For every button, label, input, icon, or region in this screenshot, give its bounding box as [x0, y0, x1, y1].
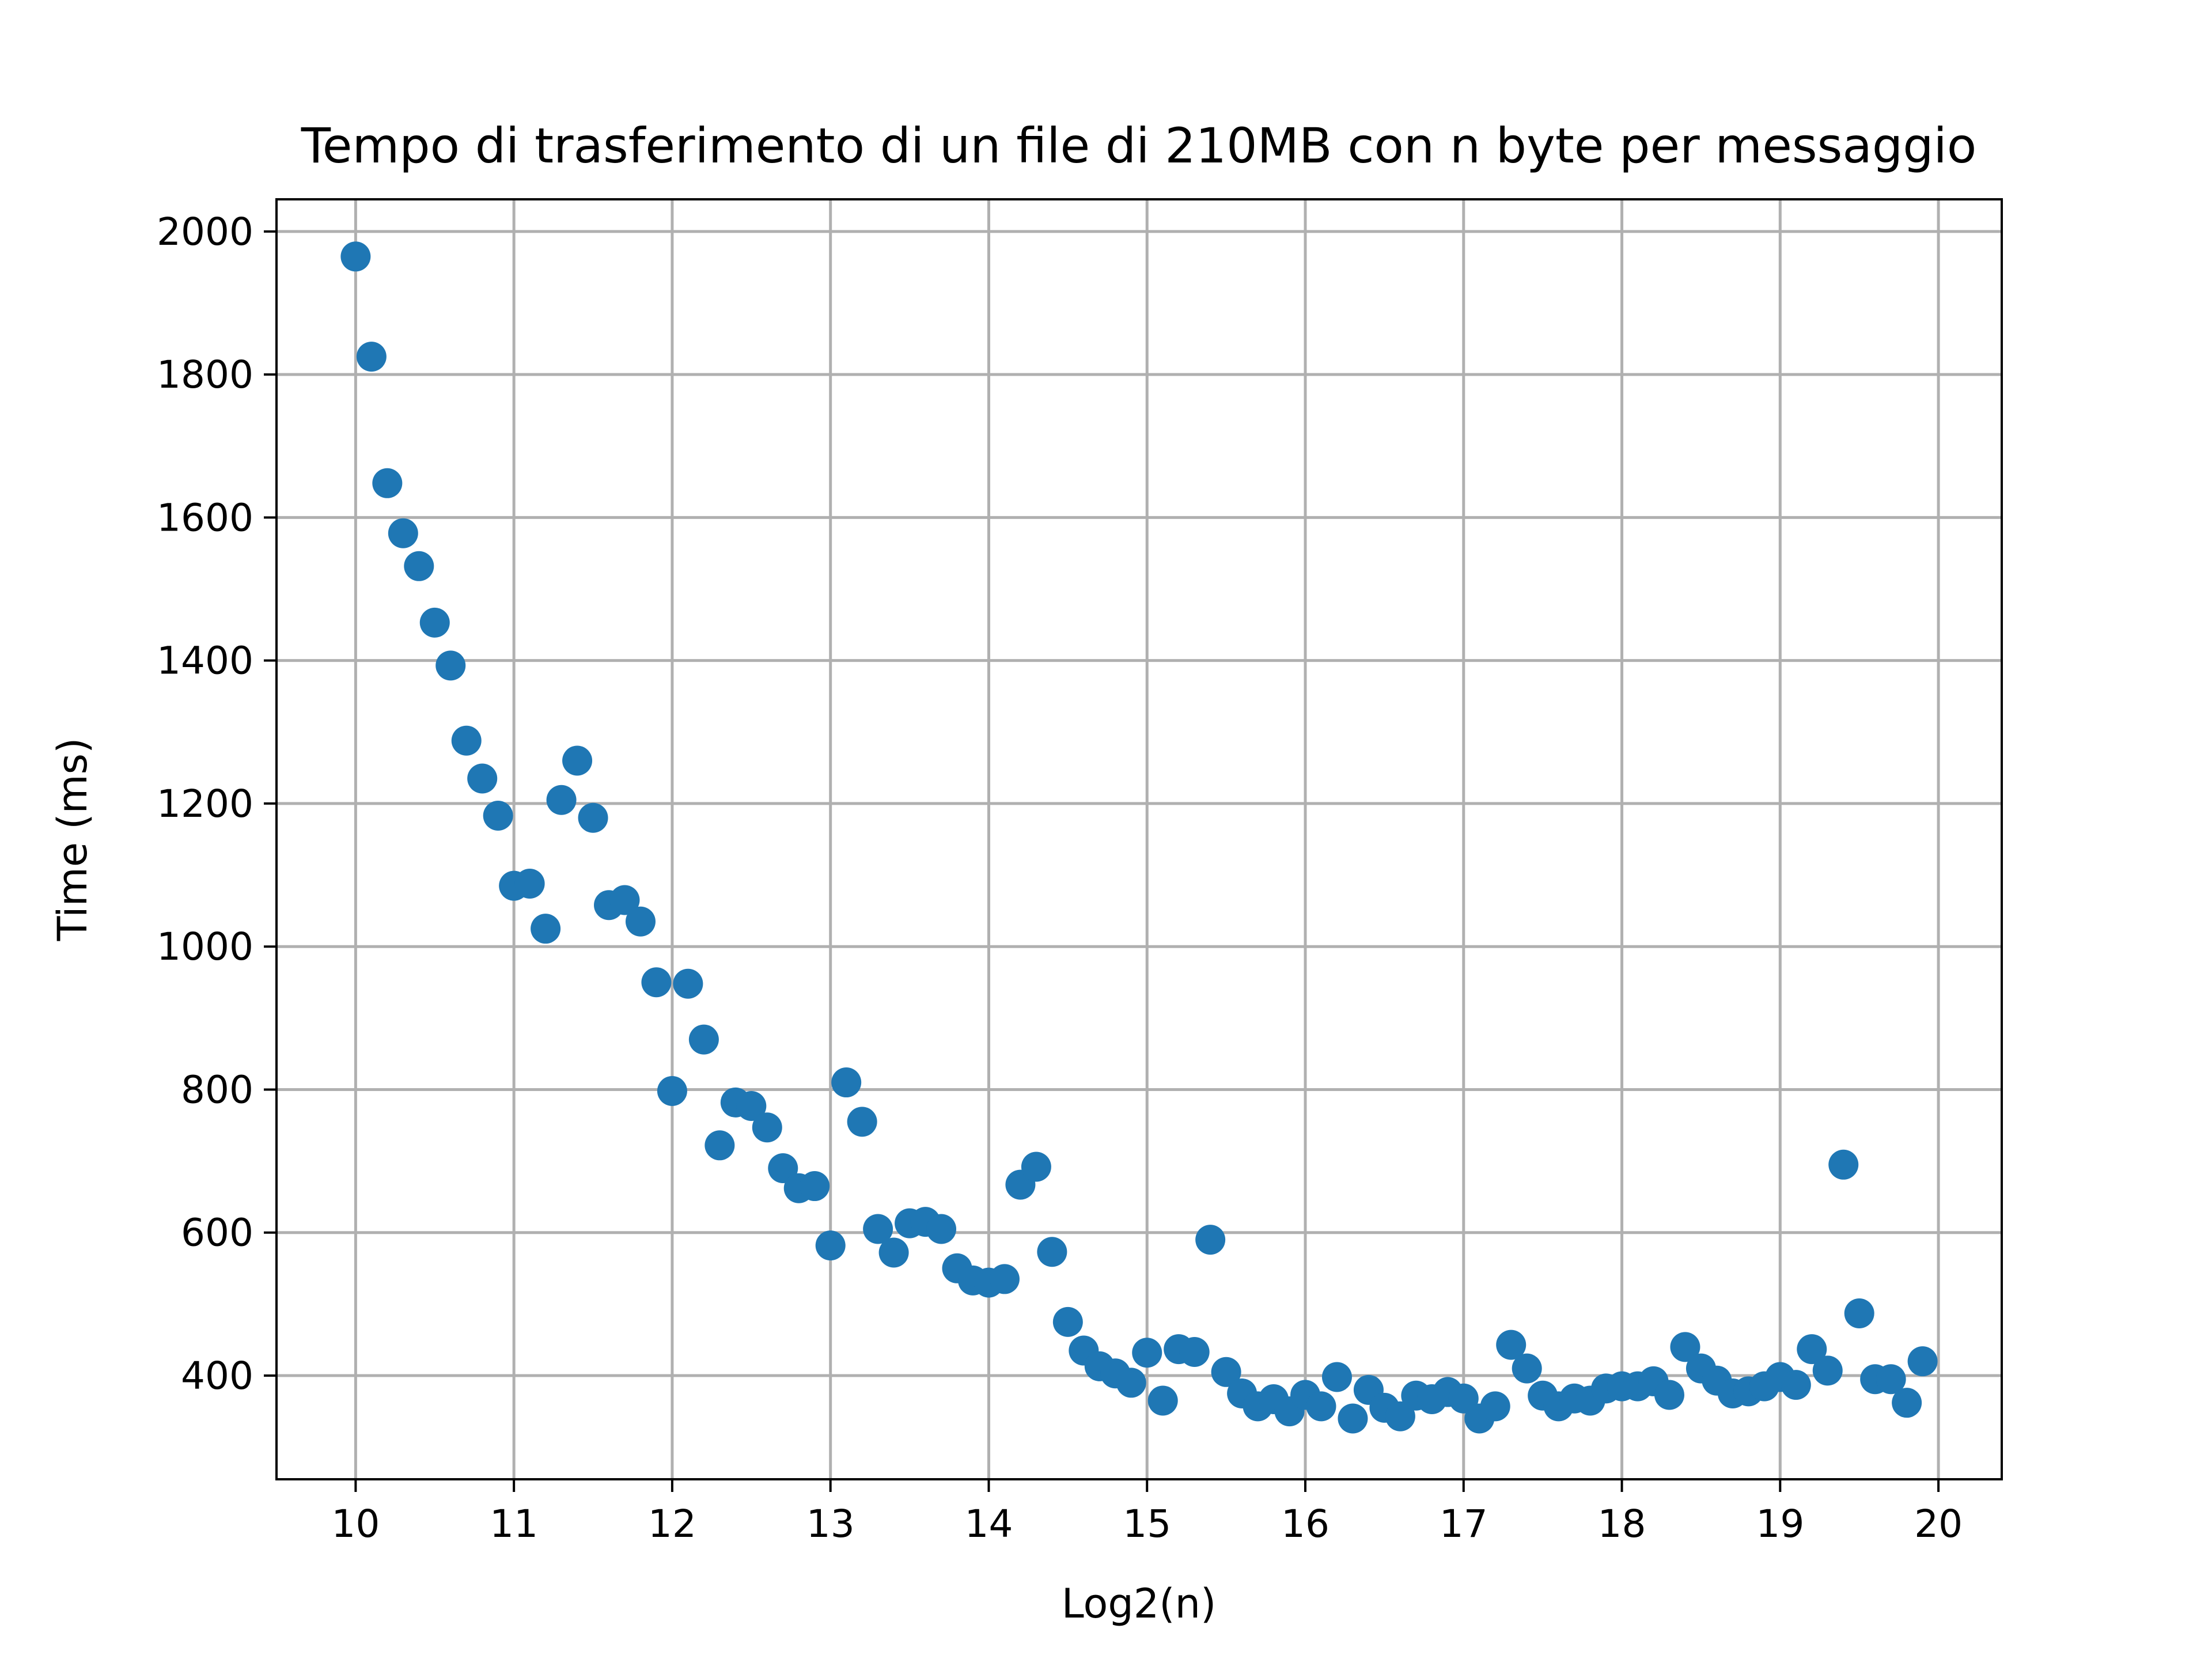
- data-point: [1812, 1355, 1843, 1386]
- y-tick-label: 1000: [157, 925, 253, 969]
- y-tick-label: 400: [181, 1354, 253, 1398]
- data-point: [1496, 1330, 1527, 1360]
- data-point: [704, 1130, 735, 1161]
- data-point: [1021, 1152, 1051, 1182]
- data-point: [546, 785, 577, 815]
- data-point: [467, 763, 498, 794]
- data-point: [1211, 1357, 1241, 1387]
- data-point: [1037, 1237, 1067, 1267]
- y-tick-label: 600: [181, 1211, 253, 1255]
- data-point: [1132, 1338, 1162, 1368]
- y-tick-label: 800: [181, 1067, 253, 1112]
- data-point: [736, 1091, 767, 1122]
- y-tick-label: 1800: [157, 353, 253, 397]
- data-point: [831, 1067, 862, 1098]
- x-tick-label: 17: [1440, 1502, 1488, 1546]
- data-point: [1385, 1401, 1415, 1431]
- chart-title: Tempo di trasferimento di un file di 210…: [301, 118, 1977, 174]
- data-point: [1052, 1306, 1083, 1337]
- data-point: [800, 1171, 830, 1202]
- y-axis-label: Time (ms): [49, 738, 96, 942]
- x-tick-label: 18: [1598, 1502, 1646, 1546]
- data-point: [1797, 1334, 1827, 1365]
- data-point: [1195, 1225, 1226, 1255]
- data-point: [1179, 1337, 1210, 1368]
- data-point: [1306, 1391, 1336, 1422]
- y-tick-label: 1600: [157, 495, 253, 540]
- data-point: [878, 1237, 909, 1268]
- data-point: [1338, 1403, 1368, 1434]
- x-tick-label: 13: [806, 1502, 855, 1546]
- data-point: [356, 342, 387, 372]
- data-point: [372, 468, 403, 498]
- data-point: [752, 1112, 782, 1143]
- data-point: [1828, 1149, 1859, 1180]
- data-point: [1670, 1332, 1700, 1362]
- data-point: [531, 914, 561, 944]
- x-tick-label: 10: [331, 1502, 380, 1546]
- data-point: [815, 1230, 846, 1261]
- data-point: [863, 1214, 893, 1244]
- data-point: [578, 802, 608, 833]
- data-point: [657, 1075, 687, 1106]
- data-point: [1448, 1383, 1479, 1414]
- data-point: [768, 1153, 798, 1184]
- data-point: [1844, 1298, 1874, 1329]
- x-tick-label: 15: [1123, 1502, 1171, 1546]
- data-point: [1781, 1370, 1811, 1400]
- y-tick-label: 2000: [157, 210, 253, 254]
- x-tick-label: 16: [1281, 1502, 1330, 1546]
- data-point: [1876, 1364, 1906, 1395]
- data-point: [419, 607, 450, 638]
- data-points: [340, 241, 1938, 1434]
- data-point: [1512, 1353, 1542, 1384]
- data-point: [847, 1107, 877, 1137]
- data-point: [1892, 1388, 1922, 1418]
- x-axis-ticks: 10 11 12 13 14 15 16 17 18 19 20: [331, 1479, 1963, 1546]
- x-tick-label: 12: [648, 1502, 696, 1546]
- x-tick-label: 14: [964, 1502, 1013, 1546]
- x-tick-label: 11: [490, 1502, 538, 1546]
- data-point: [1321, 1362, 1352, 1392]
- x-tick-label: 20: [1914, 1502, 1963, 1546]
- data-point: [641, 967, 672, 998]
- data-point: [1116, 1368, 1146, 1398]
- data-point: [673, 968, 703, 999]
- data-point: [435, 650, 466, 681]
- data-point: [388, 518, 418, 548]
- y-tick-label: 1400: [157, 639, 253, 683]
- data-point: [1907, 1346, 1938, 1377]
- data-point: [451, 725, 482, 756]
- x-tick-label: 19: [1756, 1502, 1804, 1546]
- data-point: [625, 906, 656, 937]
- data-point: [340, 241, 371, 272]
- data-point: [609, 885, 640, 915]
- data-point: [1147, 1385, 1178, 1416]
- y-axis-ticks: 400 600 800 1000 1200 1400 1600 1800 2000: [157, 210, 276, 1398]
- data-point: [989, 1264, 1020, 1294]
- data-point: [562, 745, 593, 776]
- grid: [276, 199, 2002, 1479]
- data-point: [926, 1214, 957, 1244]
- plot-frame: [275, 198, 2003, 1480]
- data-point: [1480, 1391, 1510, 1422]
- data-point: [483, 801, 513, 831]
- data-point: [514, 868, 545, 899]
- x-axis-label: Log2(n): [1062, 1580, 1217, 1627]
- data-point: [688, 1024, 719, 1055]
- y-tick-label: 1200: [157, 782, 253, 826]
- data-point: [404, 551, 434, 581]
- data-point: [1654, 1380, 1684, 1410]
